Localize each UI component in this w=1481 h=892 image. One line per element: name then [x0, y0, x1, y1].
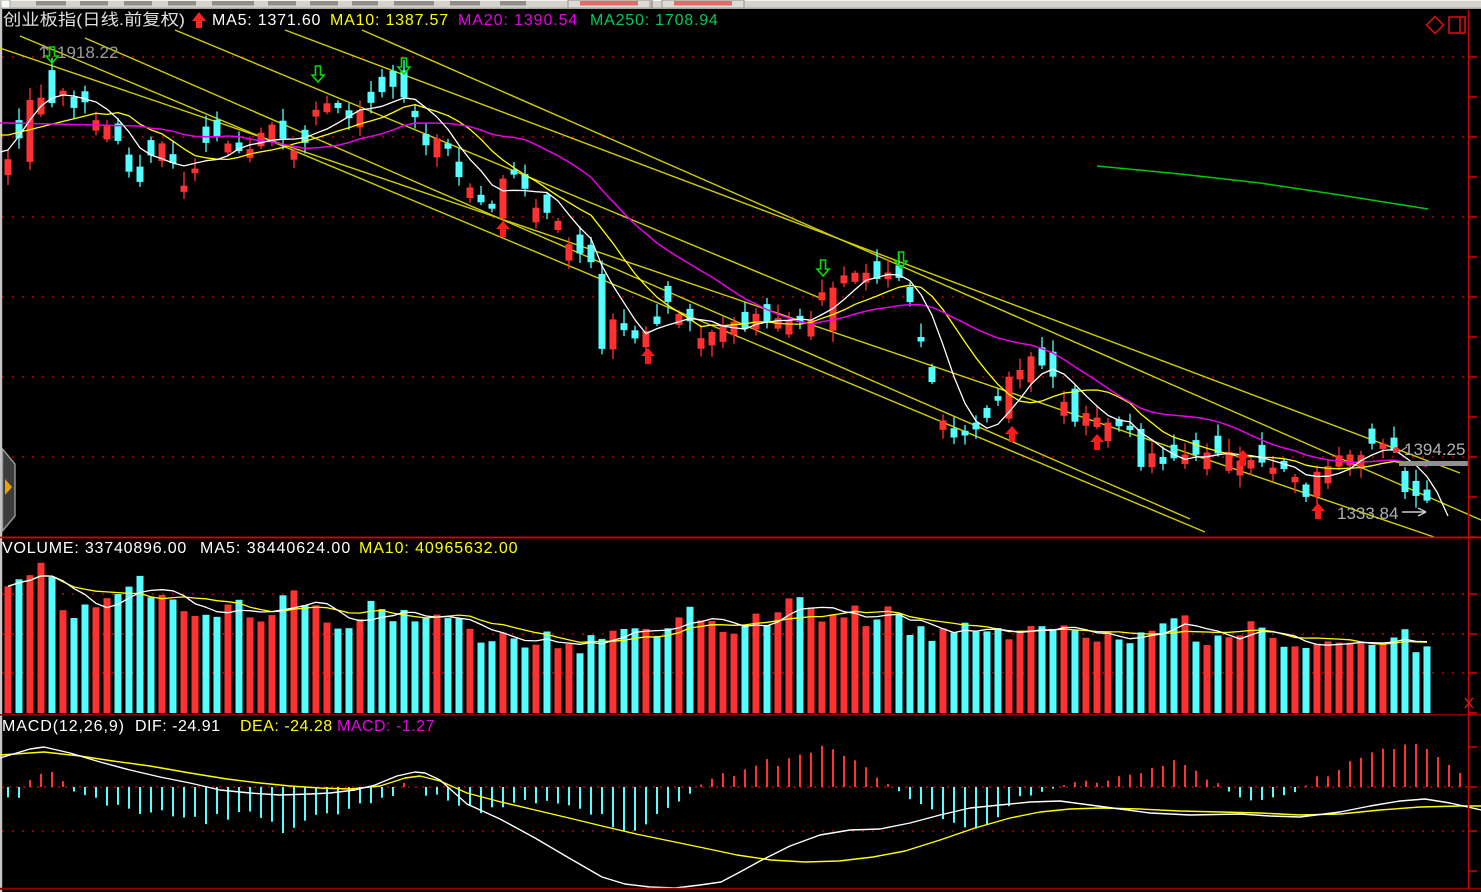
- svg-text:1333.84: 1333.84: [1337, 504, 1398, 523]
- svg-text:MA10: 1387.57: MA10: 1387.57: [330, 12, 449, 29]
- svg-text:MA20: 1390.54: MA20: 1390.54: [458, 12, 578, 29]
- svg-text:MA10: 40965632.00: MA10: 40965632.00: [359, 540, 518, 557]
- svg-text:MA5: 1371.60: MA5: 1371.60: [212, 12, 321, 29]
- svg-text:MA250: 1708.94: MA250: 1708.94: [590, 12, 719, 29]
- svg-text:MACD(12,26,9): MACD(12,26,9): [2, 718, 125, 735]
- svg-text:DIF: -24.91: DIF: -24.91: [135, 718, 221, 735]
- svg-text:1918.22: 1918.22: [57, 43, 118, 62]
- svg-text:1394.25: 1394.25: [1404, 440, 1465, 459]
- svg-text:MACD: -1.27: MACD: -1.27: [337, 718, 435, 735]
- svg-text:VOLUME: 33740896.00: VOLUME: 33740896.00: [2, 540, 187, 557]
- svg-text:创业板指(日线.前复权): 创业板指(日线.前复权): [3, 11, 185, 29]
- svg-text:MA5: 38440624.00: MA5: 38440624.00: [200, 540, 351, 557]
- svg-text:DEA: -24.28: DEA: -24.28: [240, 718, 333, 735]
